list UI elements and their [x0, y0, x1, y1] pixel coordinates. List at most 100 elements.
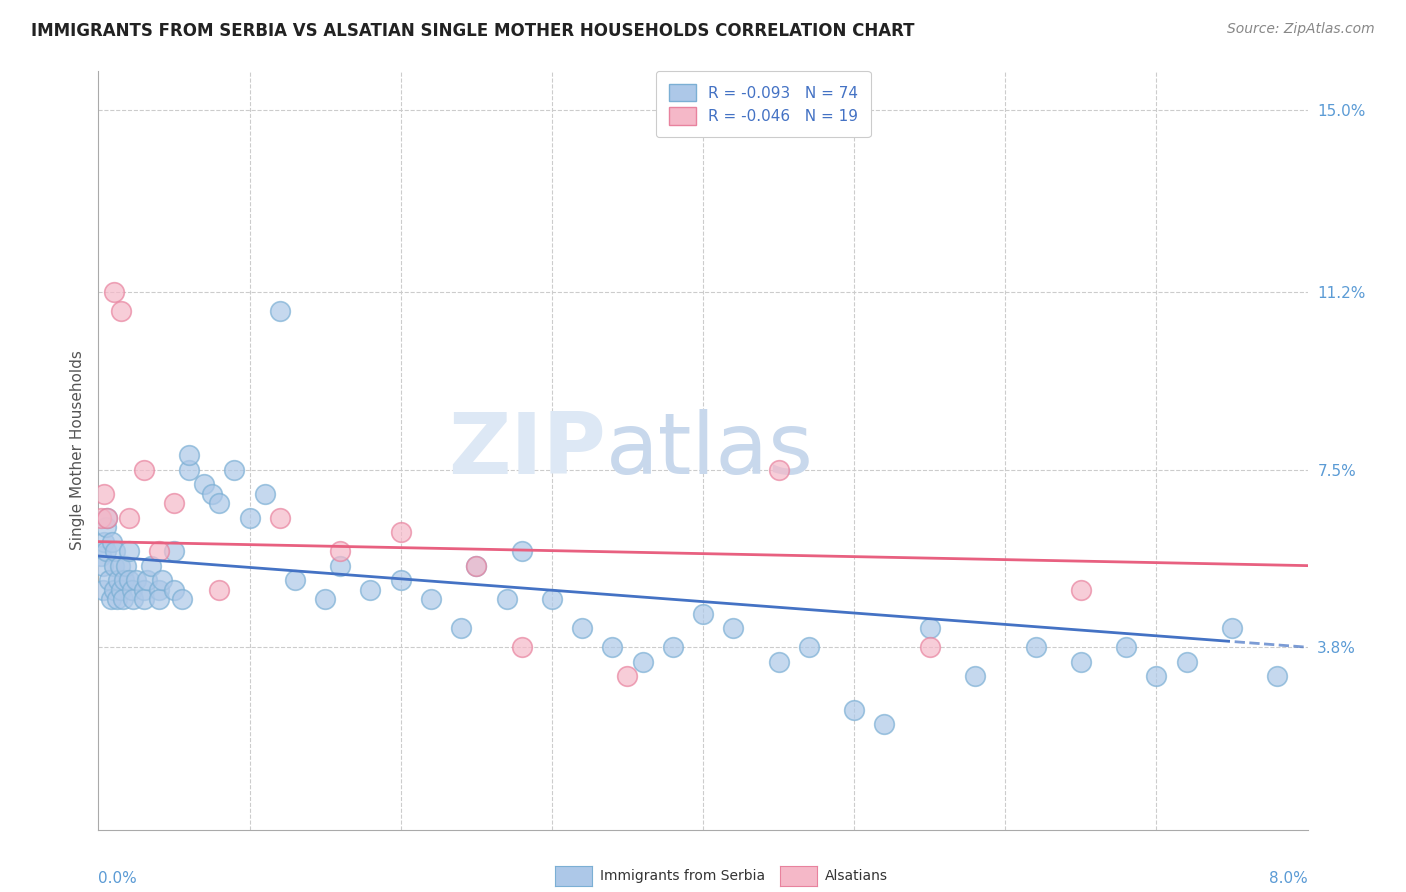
- Point: [103, 285, 125, 299]
- Point: [135, 573, 157, 587]
- Point: [105, 592, 128, 607]
- Point: [103, 582, 125, 597]
- Point: [110, 304, 132, 318]
- Point: [420, 592, 443, 607]
- Point: [918, 621, 941, 635]
- Point: [96, 510, 118, 524]
- Point: [132, 582, 155, 597]
- Point: [170, 592, 193, 607]
- Text: ZIP: ZIP: [449, 409, 606, 492]
- Point: [269, 510, 291, 524]
- Point: [163, 496, 186, 510]
- Text: atlas: atlas: [606, 409, 814, 492]
- Point: [103, 558, 125, 573]
- Legend: R = -0.093   N = 74, R = -0.046   N = 19: R = -0.093 N = 74, R = -0.046 N = 19: [657, 71, 870, 137]
- Point: [93, 486, 115, 500]
- Point: [253, 486, 276, 500]
- Point: [91, 582, 114, 597]
- Text: IMMIGRANTS FROM SERBIA VS ALSATIAN SINGLE MOTHER HOUSEHOLDS CORRELATION CHART: IMMIGRANTS FROM SERBIA VS ALSATIAN SINGL…: [31, 22, 914, 40]
- Point: [90, 549, 112, 563]
- Text: Immigrants from Serbia: Immigrants from Serbia: [599, 869, 765, 883]
- Point: [148, 582, 170, 597]
- Point: [132, 463, 155, 477]
- Point: [1115, 640, 1137, 655]
- Point: [118, 573, 141, 587]
- Point: [495, 592, 517, 607]
- Point: [122, 592, 145, 607]
- Point: [692, 607, 714, 621]
- Point: [465, 558, 488, 573]
- Point: [768, 463, 790, 477]
- Point: [360, 582, 382, 597]
- Point: [571, 621, 593, 635]
- Point: [148, 592, 170, 607]
- Point: [208, 496, 231, 510]
- Point: [1267, 669, 1289, 683]
- Point: [201, 486, 224, 500]
- Point: [108, 558, 131, 573]
- Point: [148, 544, 170, 558]
- Point: [91, 558, 114, 573]
- Point: [239, 510, 262, 524]
- Point: [965, 669, 987, 683]
- Point: [163, 582, 186, 597]
- Point: [768, 655, 790, 669]
- Point: [193, 477, 215, 491]
- Point: [114, 558, 136, 573]
- Point: [94, 520, 117, 534]
- Point: [389, 524, 412, 539]
- Point: [1146, 669, 1168, 683]
- Point: [101, 534, 124, 549]
- Point: [179, 448, 201, 462]
- Point: [179, 463, 201, 477]
- Point: [450, 621, 472, 635]
- Point: [150, 573, 173, 587]
- Point: [329, 558, 352, 573]
- Text: 0.0%: 0.0%: [98, 871, 138, 887]
- Point: [208, 582, 231, 597]
- Point: [96, 510, 118, 524]
- Point: [329, 544, 352, 558]
- Point: [631, 655, 654, 669]
- Point: [314, 592, 336, 607]
- Point: [510, 640, 533, 655]
- Point: [93, 534, 115, 549]
- Point: [107, 573, 129, 587]
- Point: [873, 717, 896, 731]
- Point: [110, 582, 132, 597]
- Point: [1220, 621, 1243, 635]
- Point: [98, 573, 121, 587]
- Point: [132, 592, 155, 607]
- Point: [510, 544, 533, 558]
- Point: [723, 621, 745, 635]
- Point: [540, 592, 562, 607]
- Point: [94, 544, 117, 558]
- Point: [269, 304, 291, 318]
- Point: [90, 510, 112, 524]
- Point: [125, 573, 148, 587]
- Point: [1070, 655, 1092, 669]
- Point: [112, 573, 135, 587]
- Point: [661, 640, 683, 655]
- Point: [1070, 582, 1092, 597]
- Text: Source: ZipAtlas.com: Source: ZipAtlas.com: [1227, 22, 1375, 37]
- Point: [141, 558, 163, 573]
- Point: [844, 703, 866, 717]
- Point: [1025, 640, 1047, 655]
- Text: 8.0%: 8.0%: [1268, 871, 1308, 887]
- Point: [111, 592, 134, 607]
- Point: [918, 640, 941, 655]
- Point: [797, 640, 820, 655]
- Point: [118, 544, 141, 558]
- Point: [602, 640, 624, 655]
- Point: [104, 544, 127, 558]
- Text: Alsatians: Alsatians: [824, 869, 887, 883]
- Point: [163, 544, 186, 558]
- Point: [284, 573, 307, 587]
- Point: [100, 592, 122, 607]
- Point: [616, 669, 638, 683]
- Point: [224, 463, 246, 477]
- Point: [1175, 655, 1198, 669]
- Point: [118, 510, 141, 524]
- Point: [389, 573, 412, 587]
